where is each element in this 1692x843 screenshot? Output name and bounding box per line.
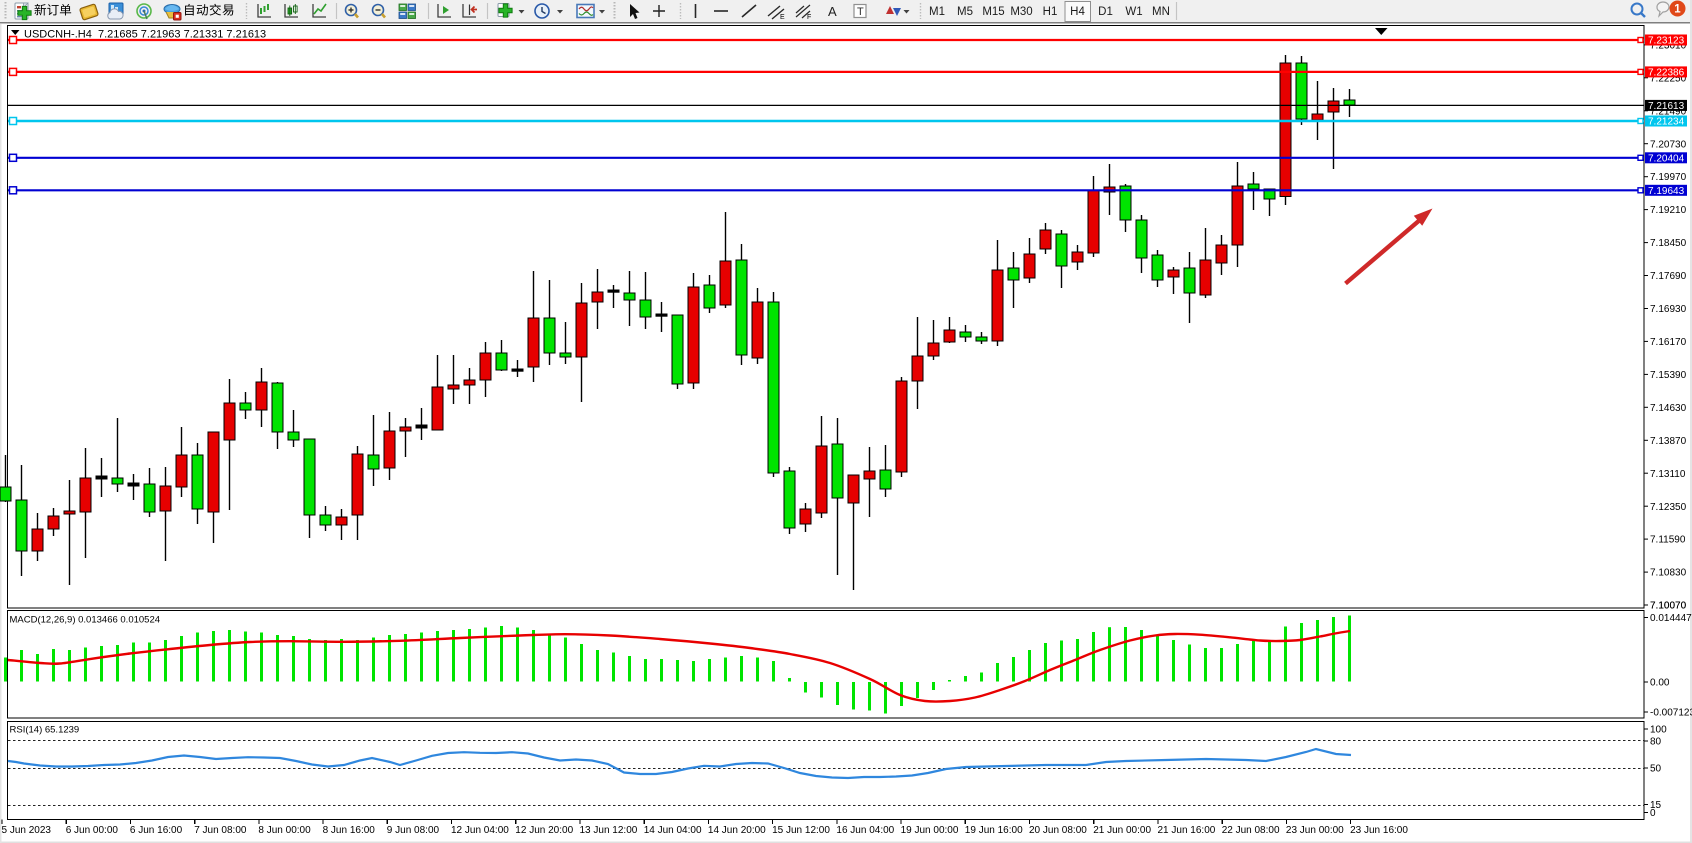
svg-text:7.11590: 7.11590 [1650, 535, 1686, 546]
svg-text:E: E [780, 14, 785, 21]
svg-text:7.16930: 7.16930 [1650, 304, 1687, 315]
svg-text:7.19970: 7.19970 [1650, 172, 1687, 183]
svg-text:7.21613: 7.21613 [1648, 101, 1685, 112]
svg-text:7.13110: 7.13110 [1650, 469, 1686, 480]
svg-text:7.12350: 7.12350 [1650, 502, 1687, 513]
svg-text:8 Jun 16:00: 8 Jun 16:00 [323, 825, 376, 836]
svg-text:7.21234: 7.21234 [1648, 117, 1685, 128]
svg-text:7.16170: 7.16170 [1650, 337, 1687, 348]
svg-text:14 Jun 20:00: 14 Jun 20:00 [708, 825, 766, 836]
svg-text:100: 100 [1650, 725, 1667, 736]
svg-text:7.14630: 7.14630 [1650, 403, 1687, 414]
svg-text:0.014447: 0.014447 [1650, 613, 1692, 624]
svg-text:W1: W1 [1125, 6, 1142, 18]
svg-text:22 Jun 08:00: 22 Jun 08:00 [1222, 825, 1280, 836]
svg-text:7.10830: 7.10830 [1650, 568, 1687, 579]
svg-text:7.19643: 7.19643 [1648, 186, 1685, 197]
svg-text:7.19210: 7.19210 [1650, 205, 1687, 216]
svg-text:7.10070: 7.10070 [1650, 601, 1687, 612]
svg-text:D1: D1 [1098, 6, 1113, 18]
svg-text:12 Jun 04:00: 12 Jun 04:00 [451, 825, 509, 836]
svg-text:7.22250: 7.22250 [1650, 73, 1687, 84]
svg-text:19 Jun 00:00: 19 Jun 00:00 [901, 825, 959, 836]
svg-text:F: F [807, 14, 811, 21]
svg-text:13 Jun 12:00: 13 Jun 12:00 [580, 825, 638, 836]
svg-text:9 Jun 08:00: 9 Jun 08:00 [387, 825, 440, 836]
svg-text:7.23123: 7.23123 [1648, 36, 1685, 47]
svg-text:15: 15 [1650, 800, 1662, 811]
svg-text:RSI(14) 65.1239: RSI(14) 65.1239 [10, 725, 80, 736]
svg-text:15 Jun 12:00: 15 Jun 12:00 [772, 825, 830, 836]
svg-text:14 Jun 04:00: 14 Jun 04:00 [644, 825, 702, 836]
svg-text:21 Jun 00:00: 21 Jun 00:00 [1093, 825, 1151, 836]
svg-text:MN: MN [1152, 6, 1170, 18]
svg-text:6 Jun 16:00: 6 Jun 16:00 [130, 825, 183, 836]
svg-text:7.20404: 7.20404 [1648, 153, 1685, 164]
svg-text:7.17690: 7.17690 [1650, 271, 1687, 282]
svg-text:1: 1 [1674, 4, 1681, 16]
svg-text:21 Jun 16:00: 21 Jun 16:00 [1158, 825, 1216, 836]
svg-text:M5: M5 [957, 6, 973, 18]
svg-text:19 Jun 16:00: 19 Jun 16:00 [965, 825, 1023, 836]
svg-text:7.22386: 7.22386 [1648, 68, 1685, 79]
svg-text:20 Jun 08:00: 20 Jun 08:00 [1029, 825, 1087, 836]
svg-text:M1: M1 [929, 6, 945, 18]
svg-text:M15: M15 [982, 6, 1004, 18]
svg-text:0.00: 0.00 [1650, 678, 1670, 689]
svg-text:7.15390: 7.15390 [1650, 370, 1687, 381]
svg-text:7.23010: 7.23010 [1650, 41, 1687, 52]
svg-text:T: T [857, 6, 864, 18]
svg-text:7 Jun 08:00: 7 Jun 08:00 [194, 825, 247, 836]
svg-text:7.18450: 7.18450 [1650, 238, 1687, 249]
svg-text:80: 80 [1650, 737, 1662, 748]
svg-text:6 Jun 00:00: 6 Jun 00:00 [66, 825, 119, 836]
svg-text:H4: H4 [1070, 6, 1085, 18]
svg-text:MACD(12,26,9) 0.013466 0.01052: MACD(12,26,9) 0.013466 0.010524 [10, 615, 161, 626]
svg-text:H1: H1 [1043, 6, 1058, 18]
svg-text:M30: M30 [1010, 6, 1032, 18]
svg-text:50: 50 [1650, 764, 1662, 775]
svg-text:16 Jun 04:00: 16 Jun 04:00 [836, 825, 894, 836]
svg-text:0: 0 [1650, 808, 1656, 819]
svg-text:7.10070: 7.10070 [1650, 601, 1687, 612]
svg-text:A: A [828, 4, 837, 19]
svg-text:23 Jun 00:00: 23 Jun 00:00 [1286, 825, 1344, 836]
svg-text:7.20730: 7.20730 [1650, 139, 1687, 150]
svg-text:5 Jun 2023: 5 Jun 2023 [2, 825, 52, 836]
svg-text:7.13870: 7.13870 [1650, 436, 1687, 447]
svg-text:8 Jun 00:00: 8 Jun 00:00 [258, 825, 311, 836]
svg-text:23 Jun 16:00: 23 Jun 16:00 [1350, 825, 1408, 836]
svg-text:7.21490: 7.21490 [1650, 106, 1687, 117]
svg-text:-0.007123: -0.007123 [1650, 708, 1692, 719]
svg-text:USDCNH-.H4 7.21685 7.21963 7.: USDCNH-.H4 7.21685 7.21963 7.21331 7.216… [24, 29, 266, 41]
svg-text:12 Jun 20:00: 12 Jun 20:00 [515, 825, 573, 836]
